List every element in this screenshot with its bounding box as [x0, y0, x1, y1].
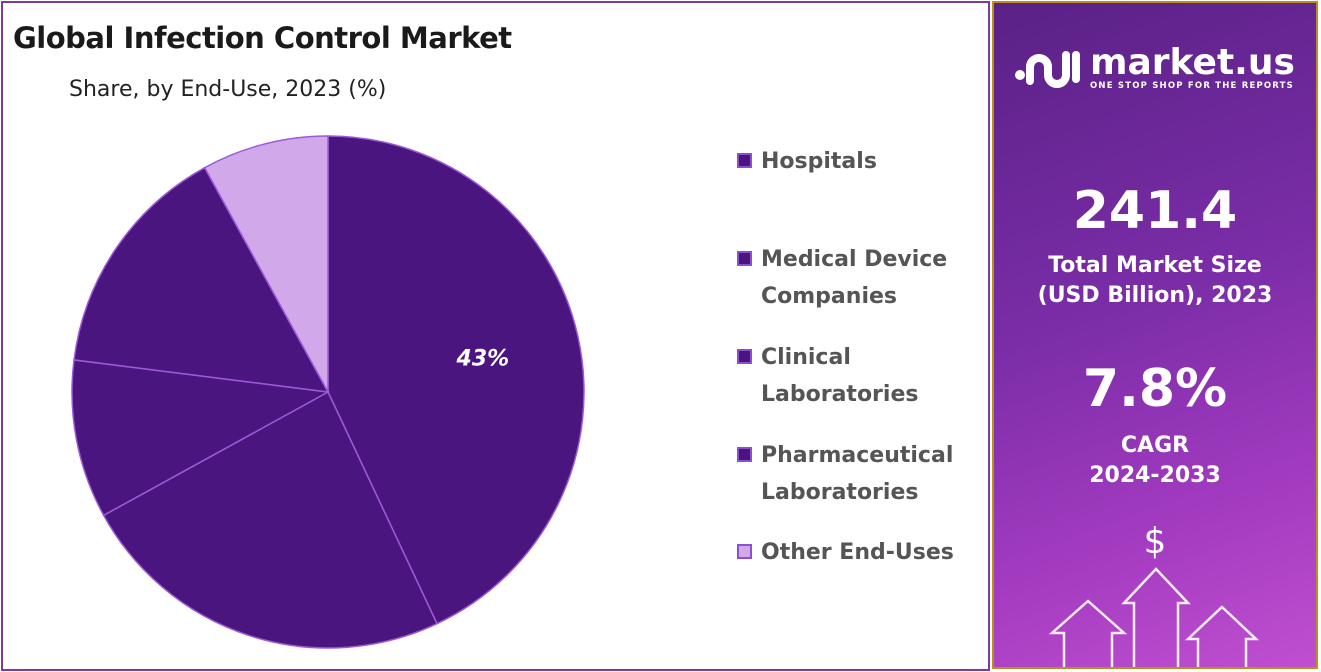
- pie-slice-hospitals: [327, 135, 585, 625]
- market-us-logo-icon: [1015, 51, 1080, 88]
- chart-subtitle: Share, by End-Use, 2023 (%): [69, 77, 387, 102]
- dollar-icon: $: [1143, 521, 1167, 562]
- legend-item-clinical-laboratories: Clinical Laboratories: [737, 339, 977, 413]
- legend-swatch: [737, 349, 752, 364]
- growth-arrows-icon: [1048, 567, 1260, 667]
- brand-name: market.us: [1090, 42, 1295, 83]
- legend-swatch: [737, 544, 752, 559]
- market-size-label: Total Market Size: [1048, 253, 1262, 278]
- legend-item-other-end-uses: Other End-Uses: [737, 534, 977, 571]
- summary-panel: market.us ONE STOP SHOP FOR THE REPORTS …: [992, 1, 1318, 669]
- legend-item-hospitals: Hospitals: [737, 143, 977, 180]
- pie-slice-clinical-laboratories: [71, 359, 331, 517]
- cagr-label: CAGR: [1120, 433, 1190, 458]
- brand-tagline: ONE STOP SHOP FOR THE REPORTS: [1090, 81, 1294, 91]
- pie-slice-medical-device-companies: [102, 390, 438, 649]
- data-label: 43%: [456, 346, 510, 371]
- market-size-value: 241.4: [1072, 181, 1238, 241]
- legend-swatch: [737, 153, 752, 168]
- legend-swatch: [737, 251, 752, 266]
- brand-logo: market.us ONE STOP SHOP FOR THE REPORTS: [1014, 45, 1295, 91]
- market-size-unit: (USD Billion), 2023: [1037, 283, 1273, 308]
- cagr-period: 2024-2033: [1089, 463, 1221, 488]
- pie-slice-pharmaceutical-laboratories: [73, 166, 330, 393]
- legend-swatch: [737, 447, 752, 462]
- chart-title: Global Infection Control Market: [13, 21, 512, 55]
- pie-slice-other-end-uses: [203, 135, 329, 393]
- chart-panel: Global Infection Control Market Share, b…: [1, 1, 990, 671]
- pie-chart: 43%: [71, 135, 585, 649]
- legend-item-pharmaceutical-laboratories: Pharmaceutical Laboratories: [737, 437, 977, 511]
- legend-item-medical-device-companies: Medical Device Companies: [737, 241, 977, 315]
- cagr-value: 7.8%: [1082, 359, 1228, 419]
